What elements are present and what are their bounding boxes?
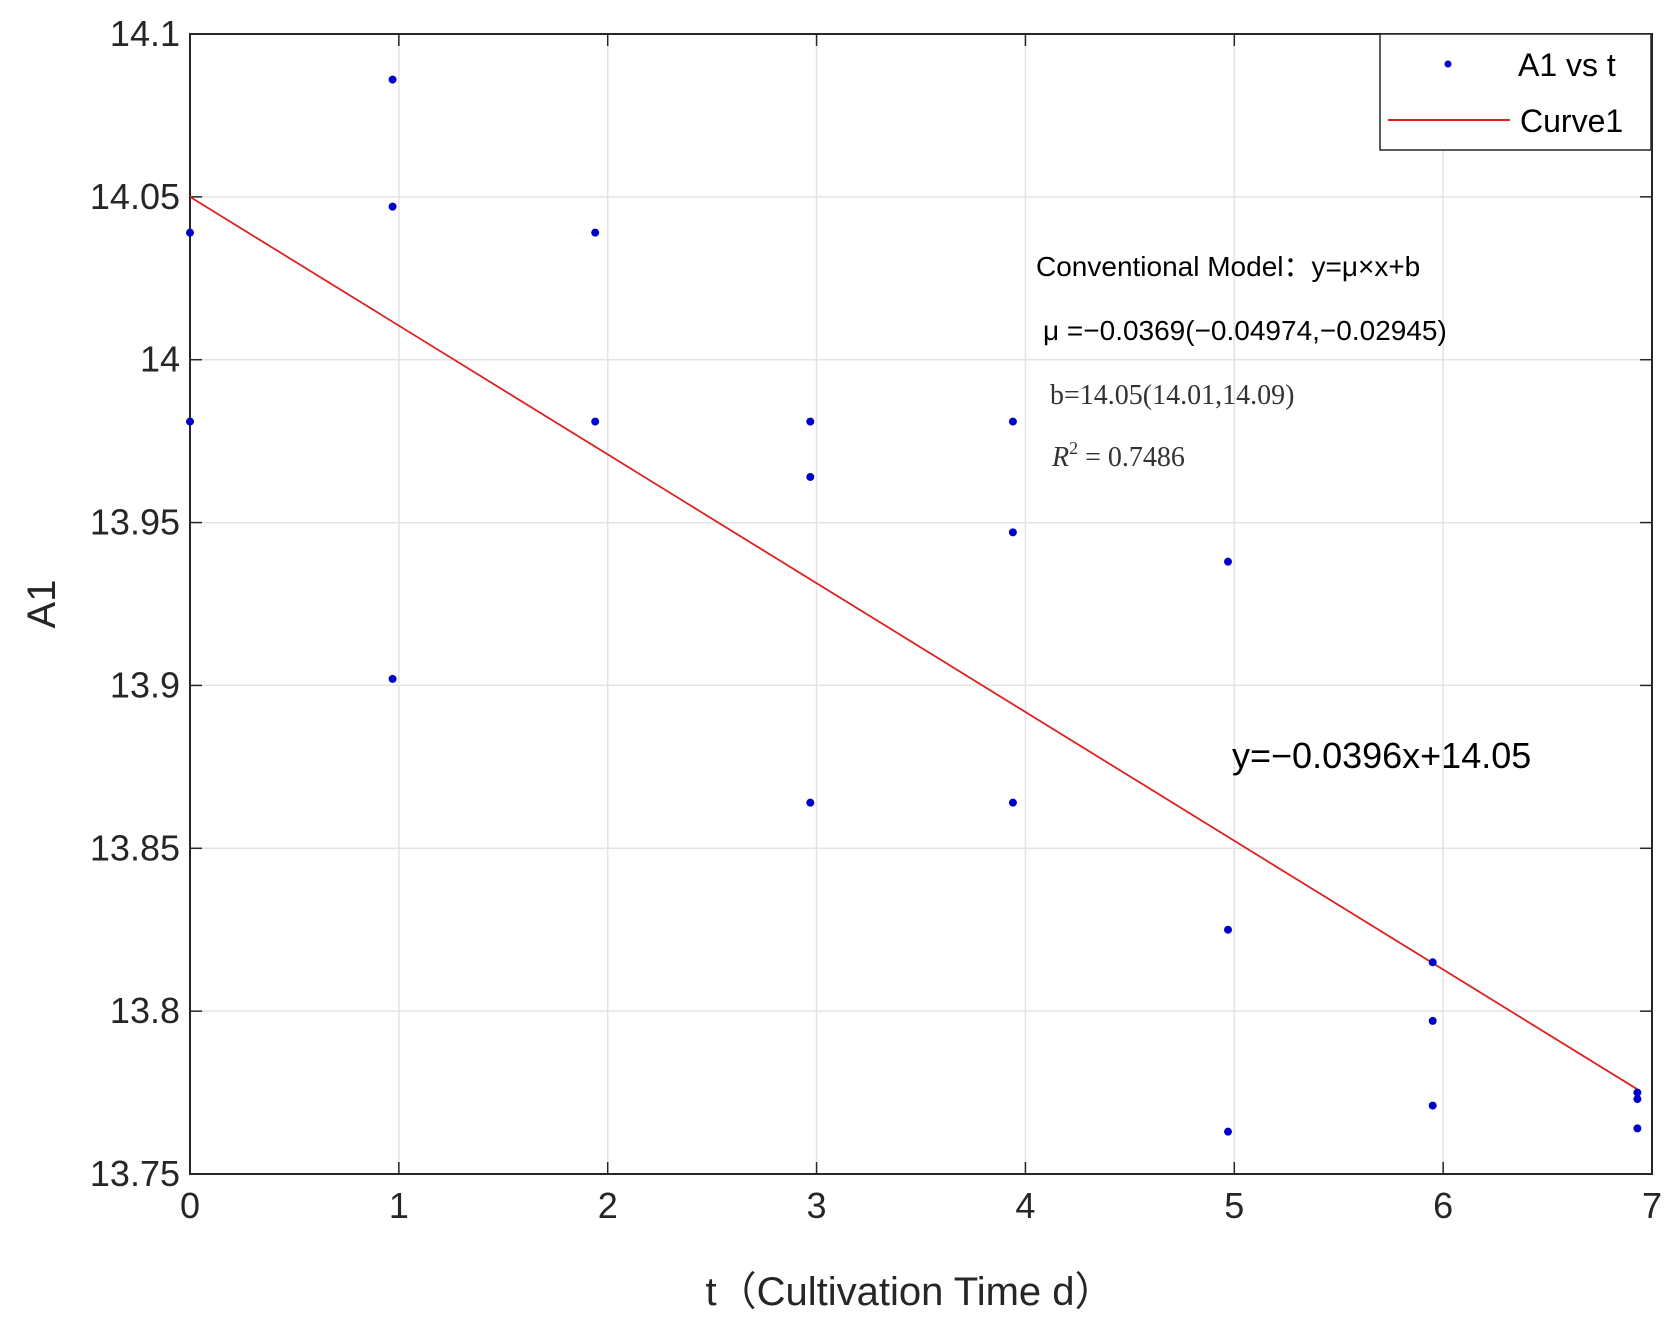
data-point (1008, 528, 1017, 537)
y-tick-label: 13.8 (110, 990, 180, 1031)
b-annotation: b=14.05(14.01,14.09) (1050, 380, 1294, 411)
y-tick-label: 13.75 (90, 1153, 180, 1194)
data-point (591, 228, 600, 237)
data-point (1633, 1124, 1642, 1133)
x-tick-labels: 0 1 2 3 4 5 6 7 (180, 1185, 1662, 1226)
y-tick-label: 13.9 (110, 664, 180, 705)
x-tick-label: 4 (1015, 1185, 1035, 1226)
data-point (1428, 1101, 1437, 1110)
x-tick-label: 6 (1433, 1185, 1453, 1226)
equation-annotation: y=−0.0396x+14.05 (1232, 735, 1531, 776)
r2-exponent: 2 (1069, 438, 1078, 458)
y-tick-label: 13.85 (90, 827, 180, 868)
data-point (1428, 1016, 1437, 1025)
x-axis-title: t（Cultivation Time d） (705, 1270, 1114, 1314)
y-tick-label: 13.95 (90, 502, 180, 543)
legend-box (1379, 33, 1652, 151)
r2-symbol: R (1051, 442, 1069, 473)
data-point (1224, 925, 1233, 934)
legend-label-points: A1 vs t (1518, 47, 1616, 83)
y-tick-label: 14 (140, 339, 180, 380)
data-point (1633, 1088, 1642, 1097)
r2-annotation: R2 = 0.7486 (1051, 438, 1185, 473)
data-point (591, 417, 600, 426)
model-annotation: Conventional Model：y=μ×x+b (1036, 251, 1420, 282)
x-tick-label: 1 (389, 1185, 409, 1226)
mu-annotation: μ =−0.0369(−0.04974,−0.02945) (1043, 315, 1447, 346)
data-point (388, 674, 397, 683)
x-tick-label: 5 (1224, 1185, 1244, 1226)
x-tick-label: 2 (598, 1185, 618, 1226)
legend: A1 vs t Curve1 (1379, 33, 1652, 151)
data-point (186, 228, 194, 237)
data-point (186, 417, 194, 426)
y-tick-labels: 13.75 13.8 13.85 13.9 13.95 14 14.05 14.1 (90, 13, 180, 1194)
plot-area (190, 34, 1652, 1174)
series-layer (186, 75, 1642, 1136)
legend-label-line: Curve1 (1520, 103, 1623, 139)
x-tick-label: 3 (807, 1185, 827, 1226)
y-axis-title: A1 (20, 580, 64, 629)
x-tick-label: 0 (180, 1185, 200, 1226)
data-point (388, 202, 397, 211)
plot-frame (189, 33, 1653, 1175)
data-point (806, 417, 815, 426)
y-tick-label: 14.1 (110, 13, 180, 54)
data-point (1428, 958, 1437, 967)
data-point (1008, 798, 1017, 807)
data-point (1008, 417, 1017, 426)
data-point (806, 472, 815, 481)
legend-marker-points (1444, 60, 1452, 68)
data-point (1224, 1127, 1233, 1136)
y-tick-label: 14.05 (90, 176, 180, 217)
fit-line (189, 196, 1638, 1091)
r2-value: = 0.7486 (1078, 442, 1185, 473)
data-point (388, 75, 397, 84)
data-point (806, 798, 815, 807)
x-tick-label: 7 (1642, 1185, 1662, 1226)
data-point (1224, 557, 1233, 566)
data-point (1633, 1095, 1642, 1104)
